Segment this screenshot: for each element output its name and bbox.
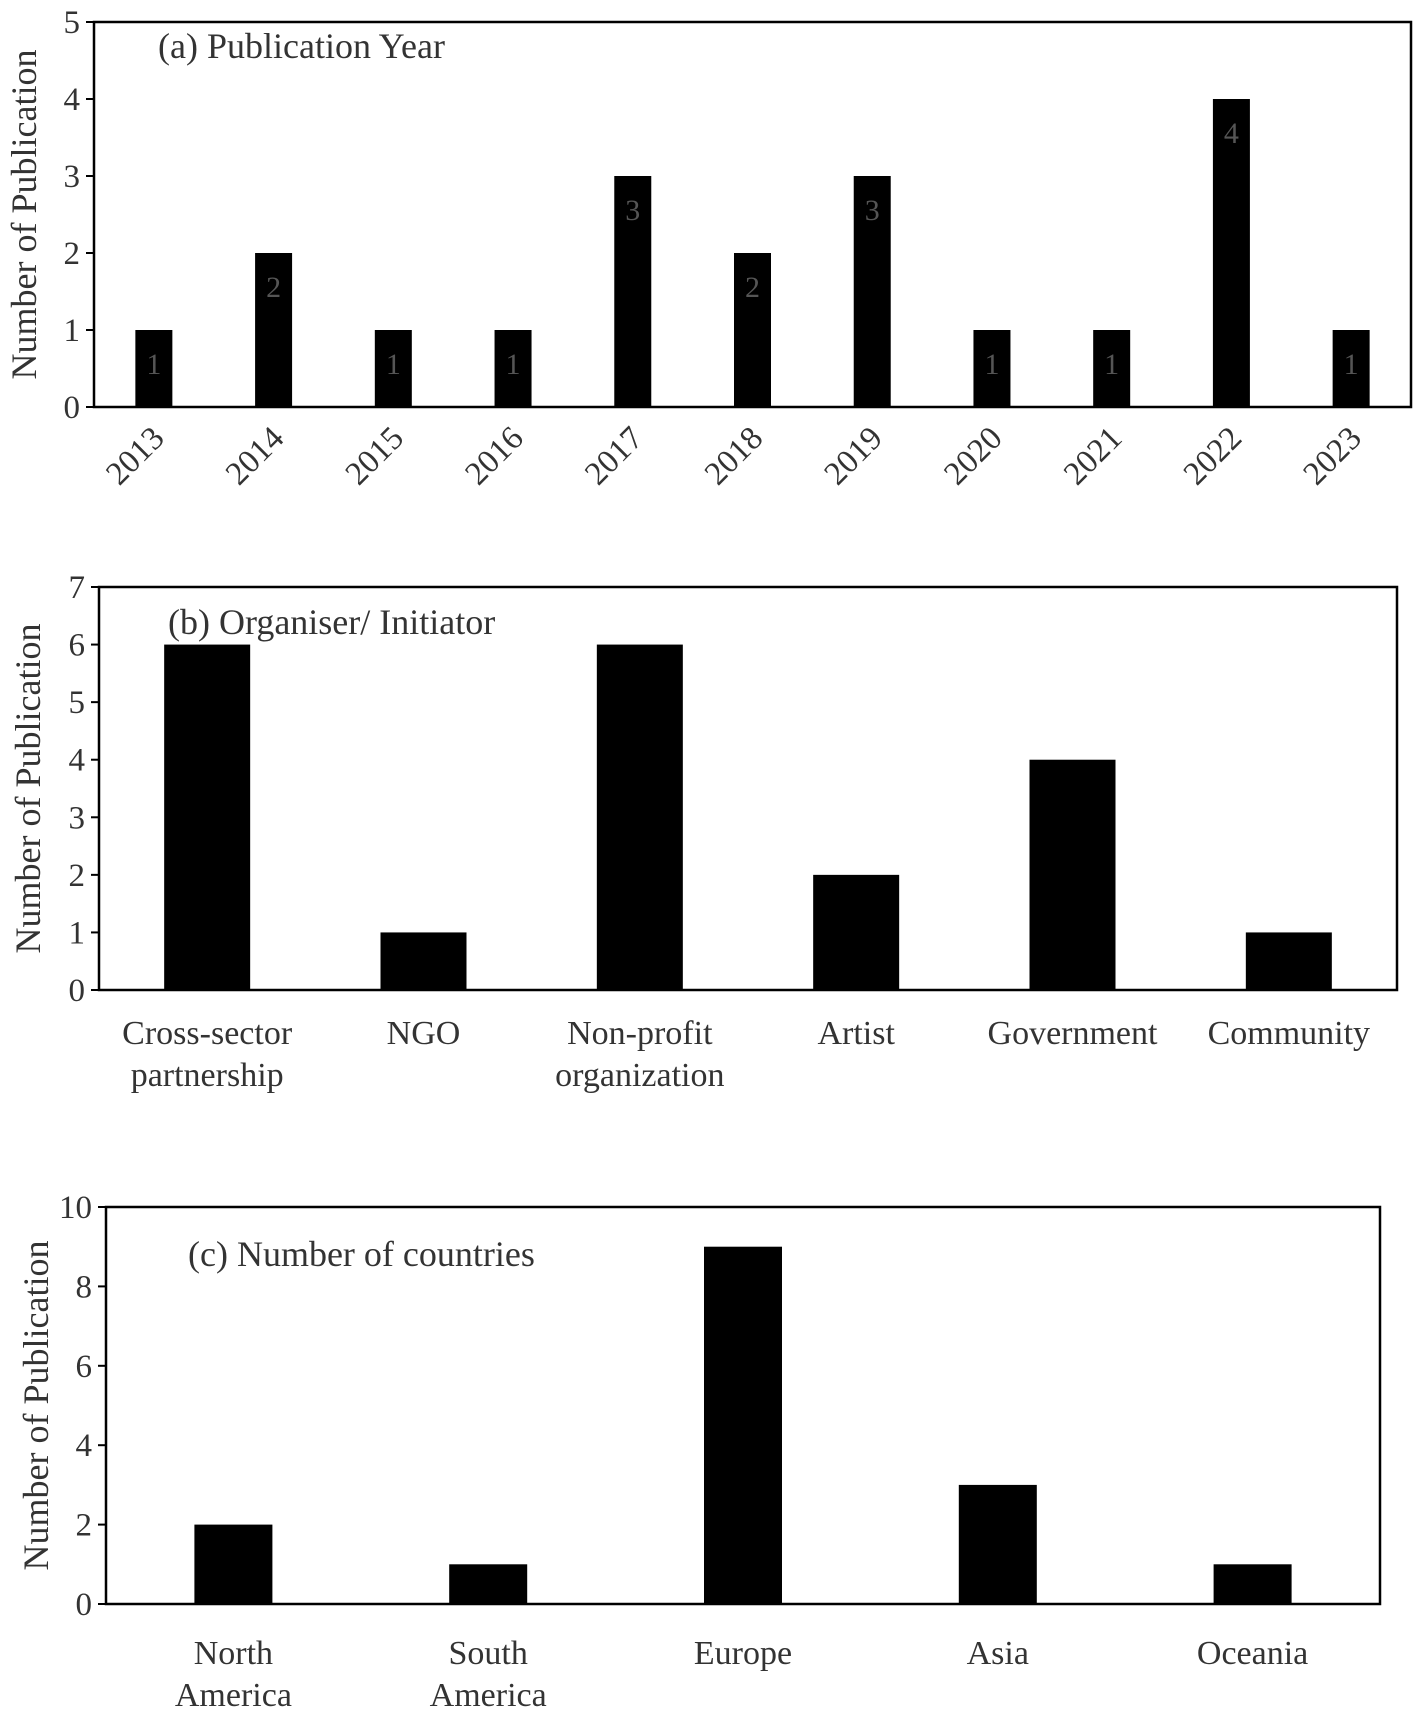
x-tick-label: 2019 [818,420,890,492]
bar-europe [704,1246,782,1604]
bar-2016 [494,330,532,407]
plot-frame [97,585,1399,992]
x-tick-label: Cross-sector partnership [122,1015,293,1094]
data-label-2021: 1 [1104,348,1119,381]
x-tick-label: North America [175,1635,292,1714]
y-tick-label: 2 [69,858,86,894]
x-tick-label: 2014 [219,420,291,492]
x-tick-label: Oceania [1197,1635,1308,1672]
x-tick-label: 2013 [99,420,171,492]
bar-2021 [1093,330,1131,407]
y-tick-label: 1 [69,915,86,951]
bar-asia [958,1484,1037,1604]
y-tick-label: 3 [64,159,81,195]
y-tick-label: 0 [76,1587,93,1623]
x-tick-label: South America [430,1635,547,1714]
x-tick-label: 2020 [937,420,1009,492]
panel-title: (c) Number of countries [188,1234,535,1274]
y-tick-label: 5 [69,685,86,721]
x-tick-label: Non-profit organization [555,1015,724,1094]
y-tick-label: 0 [69,973,86,1009]
data-label-2019: 3 [865,194,880,227]
bar-2015 [374,330,412,407]
x-tick-label: Artist [817,1015,895,1052]
bar-artist [813,874,900,990]
bar-oceania [1213,1564,1292,1604]
data-label-2016: 1 [506,348,521,381]
panel-a-publication-year: 0 1 2 3 4 5 Number of Publication (a) Publicati… [4,5,1413,492]
x-tick-label: NGO [387,1015,461,1052]
y-axis-title: Number of Publication [8,624,48,954]
bar-south-america [449,1564,528,1604]
data-label-2018: 2 [745,271,760,304]
bar-2019 [853,176,891,407]
bar-community [1245,932,1332,990]
data-label-2022: 4 [1224,117,1239,150]
x-tick-label: Europe [694,1635,792,1672]
y-tick-label: 0 [64,390,81,426]
x-tick-label: 2021 [1057,420,1129,492]
y-tick-label: 4 [76,1428,93,1464]
y-tick-label: 3 [69,800,86,836]
x-tick-label: 2018 [698,420,770,492]
x-tick-label: 2022 [1177,420,1249,492]
bar-non-profit-organization [596,644,683,990]
y-tick-label: 5 [64,5,81,41]
bar-cross-sector-partnership [164,644,251,990]
bar-2018 [734,253,771,407]
y-tick-label: 4 [64,82,81,118]
data-label-2014: 2 [266,271,281,304]
y-tick-label: 10 [59,1190,92,1226]
y-axis-title: Number of Publication [4,50,44,380]
y-tick-label: 8 [76,1269,93,1305]
y-tick-label: 2 [64,236,81,272]
bar-2020 [973,330,1011,407]
data-label-2020: 1 [984,348,999,381]
y-tick-label: 2 [76,1508,93,1544]
y-tick-label: 1 [64,313,81,349]
data-label-2015: 1 [386,348,401,381]
panel-title: (b) Organiser/ Initiator [168,602,495,642]
data-label-2013: 1 [146,348,161,381]
bar-north-america [194,1524,273,1604]
bar-government [1029,759,1116,990]
bar-2014 [255,253,293,407]
panel-title: (a) Publication Year [158,26,445,66]
y-tick-label: 6 [76,1349,93,1385]
x-tick-label: Community [1208,1015,1370,1052]
x-tick-label: Government [988,1015,1159,1052]
x-tick-label: Asia [967,1635,1029,1672]
y-axis-title: Number of Publication [16,1241,56,1571]
data-label-2023: 1 [1344,348,1359,381]
panel-b-organiser-initiator: 0 1 2 3 4 5 6 7 Number of Publication (b) Organis… [8,570,1399,1094]
bar-2013 [135,330,173,407]
bar-2023 [1332,330,1370,407]
x-tick-label: 2016 [459,420,531,492]
bar-ngo [380,932,467,990]
y-tick-label: 7 [69,570,86,606]
bar-2022 [1212,99,1250,407]
y-tick-label: 4 [69,743,86,779]
y-tick-label: 6 [69,628,86,664]
x-tick-label: 2017 [578,420,650,492]
x-tick-label: 2015 [339,420,411,492]
data-label-2017: 3 [625,194,640,227]
x-tick-label: 2023 [1297,420,1369,492]
bar-2017 [614,176,652,407]
